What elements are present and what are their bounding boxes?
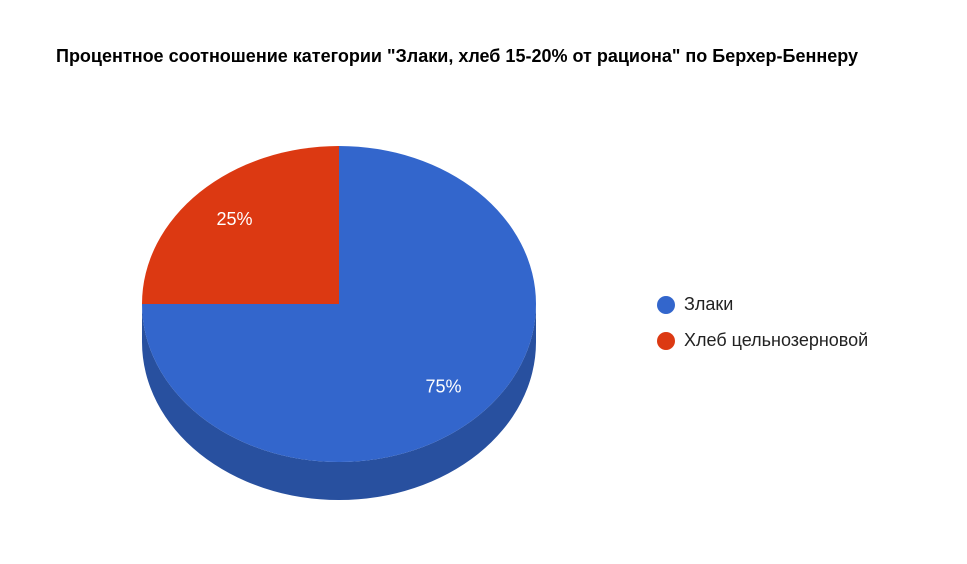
legend-marker <box>657 296 675 314</box>
data-label: 25% <box>217 209 253 229</box>
slice <box>142 146 339 304</box>
chart-title: Процентное соотношение категории "Злаки,… <box>56 46 858 66</box>
slice-side <box>142 304 536 500</box>
legend-label: Злаки <box>684 294 733 314</box>
data-label: 75% <box>425 377 461 397</box>
legend-marker <box>657 332 675 350</box>
legend-label: Хлеб цельнозерновой <box>684 330 868 350</box>
